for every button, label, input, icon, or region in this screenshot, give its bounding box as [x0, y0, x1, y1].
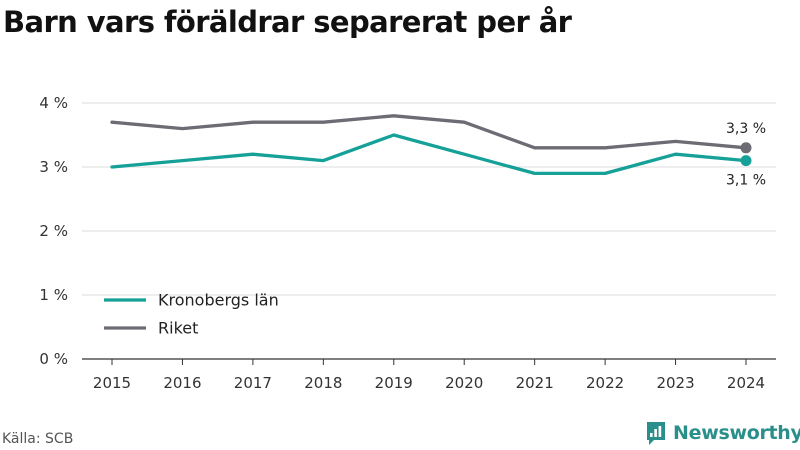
- newsworthy-logo-icon: [647, 422, 665, 445]
- endpoint-riket: [740, 142, 752, 154]
- legend-label-kronobergs-l-n: Kronobergs län: [158, 291, 279, 310]
- series-line-riket: [110, 114, 748, 150]
- y-tick-label: 1 %: [39, 286, 68, 304]
- series-endpoints: [740, 142, 752, 167]
- x-axis-ticks: 2015 2016 2017 2018 2019 2020 2021 2022 2023 2024: [93, 359, 765, 392]
- x-tick-label: 2022: [586, 374, 624, 392]
- y-tick-label: 2 %: [39, 222, 68, 240]
- x-tick-label: 2016: [163, 374, 201, 392]
- series-lines: [110, 114, 748, 176]
- series-line-kronobergs-l-n: [110, 133, 748, 176]
- legend: Kronobergs län Riket: [104, 291, 279, 338]
- source-note: Källa: SCB: [2, 431, 74, 447]
- legend-label-riket: Riket: [158, 319, 198, 338]
- end-labels: 3,1 % 3,3 %: [726, 121, 766, 189]
- x-tick-label: 2020: [445, 374, 483, 392]
- gridlines: [82, 102, 776, 360]
- x-tick-label: 2018: [304, 374, 342, 392]
- chart-title: Barn vars föräldrar separerat per år: [3, 5, 572, 39]
- y-tick-label: 4 %: [39, 94, 68, 112]
- x-tick-label: 2023: [656, 374, 694, 392]
- x-tick-label: 2015: [93, 374, 131, 392]
- x-tick-label: 2024: [727, 374, 765, 392]
- y-tick-label: 0 %: [39, 350, 68, 368]
- brand-logo: Newsworthy: [645, 420, 800, 446]
- brand-name: Newsworthy: [673, 422, 800, 444]
- endpoint-kronobergs-l-n: [740, 155, 752, 167]
- x-tick-label: 2021: [516, 374, 554, 392]
- x-tick-label: 2017: [234, 374, 272, 392]
- y-axis-ticks: 0 % 1 % 2 % 3 % 4 %: [39, 94, 68, 368]
- end-label-riket: 3,3 %: [726, 121, 766, 137]
- end-label-kronobergs-l-n: 3,1 %: [726, 173, 766, 189]
- x-tick-label: 2019: [375, 374, 413, 392]
- y-tick-label: 3 %: [39, 158, 68, 176]
